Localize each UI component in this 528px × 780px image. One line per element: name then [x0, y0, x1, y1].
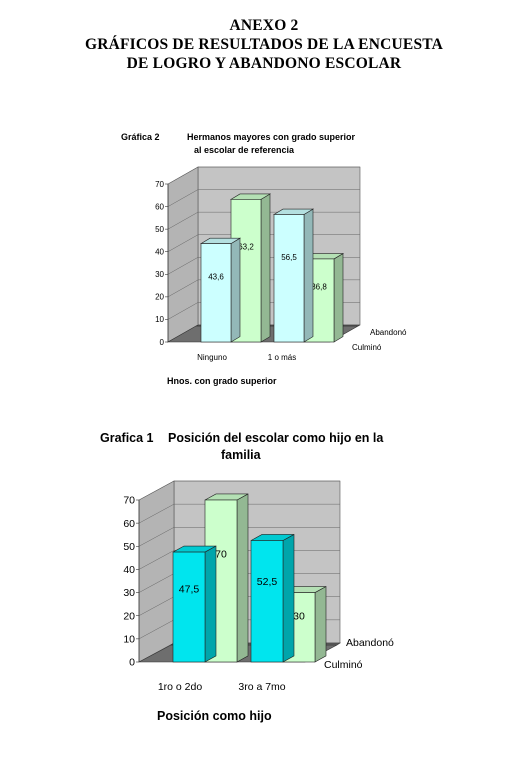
chart1-bar-2-culmino-data-label: 52,5 [257, 576, 278, 588]
chart2-x-tick-label: 1 o más [268, 353, 296, 362]
chart2-x-tick-label: Ninguno [197, 353, 227, 362]
chart2-series-label-culmino: Culminó [352, 343, 382, 352]
chart1-bar-2-culmino-side [282, 533, 295, 663]
chart1-bar-2-culmino [250, 540, 284, 663]
chart1-y-tick-label: 70 [123, 495, 135, 507]
chart1-y-tick-label: 10 [123, 634, 135, 646]
chart1-number-label: Grafica 1 [100, 431, 154, 445]
chart2-y-tick-label: 30 [155, 270, 164, 279]
chart1-y-tick-label: 40 [123, 564, 135, 576]
chart1-title-line-1: Posición del escolar como hijo en la [168, 431, 384, 445]
chart2-bar-2-culmino-data-label: 56,5 [281, 253, 297, 262]
chart2-title: Gráfica 2 Hermanos mayores con grado supe… [121, 131, 355, 157]
chart2-y-tick-label: 0 [160, 338, 165, 347]
chart2-y-tick-label: 20 [155, 293, 164, 302]
chart1-bar-1-abandono-side [236, 493, 249, 663]
heading-line-3: DE LOGRO Y ABANDONO ESCOLAR [126, 55, 402, 72]
chart1-gridline [138, 480, 340, 501]
chart2-series-label-abandono: Abandonó [370, 328, 407, 337]
chart2-title-line-2: al escolar de referencia [194, 145, 295, 155]
chart1-y-tick-label: 0 [129, 657, 135, 669]
chart2-gridline [167, 166, 360, 185]
chart1-bar-1-culmino [172, 551, 206, 663]
page-heading: ANEXO 2 GRÁFICOS DE RESULTADOS DE LA ENC… [0, 16, 528, 73]
chart1-series-label-abandono: Abandonó [346, 637, 394, 649]
chart2-y-tick-label: 50 [155, 225, 164, 234]
chart1-x-tick-label: 3ro a 7mo [238, 681, 285, 693]
chart1-title: Grafica 1 Posición del escolar como hijo … [100, 430, 383, 464]
chart1-bar-1-abandono-data-label: 70 [215, 549, 227, 561]
chart2-y-tick-label: 10 [155, 315, 164, 324]
chart2-y-tick-label: 70 [155, 180, 164, 189]
chart1-bar-2-abandono-data-label: 30 [293, 611, 305, 623]
chart1-y-tick-label: 20 [123, 610, 135, 622]
chart2-y-tick-label: 40 [155, 248, 164, 257]
heading-line-2: GRÁFICOS DE RESULTADOS DE LA ENCUESTA [84, 36, 444, 53]
chart2-bar-2-abandono-data-label: 36,8 [311, 283, 327, 292]
chart2-number-label: Gráfica 2 [121, 132, 160, 142]
chart2-bar-1-culmino-data-label: 43,6 [208, 272, 224, 281]
chart1-bar-1-culmino-side [204, 545, 217, 663]
chart2-y-tick-label: 60 [155, 202, 164, 211]
chart1-title-line-2: familia [221, 448, 261, 462]
chart1-x-tick-label: 1ro o 2do [158, 681, 203, 693]
chart2-title-line-1: Hermanos mayores con grado superior [187, 132, 356, 142]
chart1-side-wall [138, 480, 175, 663]
heading-line-1: ANEXO 2 [229, 17, 299, 34]
chart1-y-tick-label: 30 [123, 587, 135, 599]
chart2-bar-1-abandono-data-label: 63,2 [238, 243, 254, 252]
chart2-x-axis-label: Hnos. con grado superior [167, 376, 277, 386]
chart1-series-label-culmino: Culminó [324, 659, 363, 671]
chart1-bar-2-abandono-side [314, 586, 327, 663]
chart1-y-tick-label: 50 [123, 541, 135, 553]
chart1-y-tick-label: 60 [123, 518, 135, 530]
chart2-bar-2-culmino [273, 214, 305, 343]
chart2-gridline [167, 189, 360, 207]
chart1-gridline [138, 527, 340, 547]
chart1-gridline [138, 503, 340, 524]
chart2-bar-1-culmino [200, 243, 232, 343]
chart1-x-axis-label: Posición como hijo [157, 709, 272, 723]
chart1-bar-1-culmino-data-label: 47,5 [179, 584, 200, 596]
